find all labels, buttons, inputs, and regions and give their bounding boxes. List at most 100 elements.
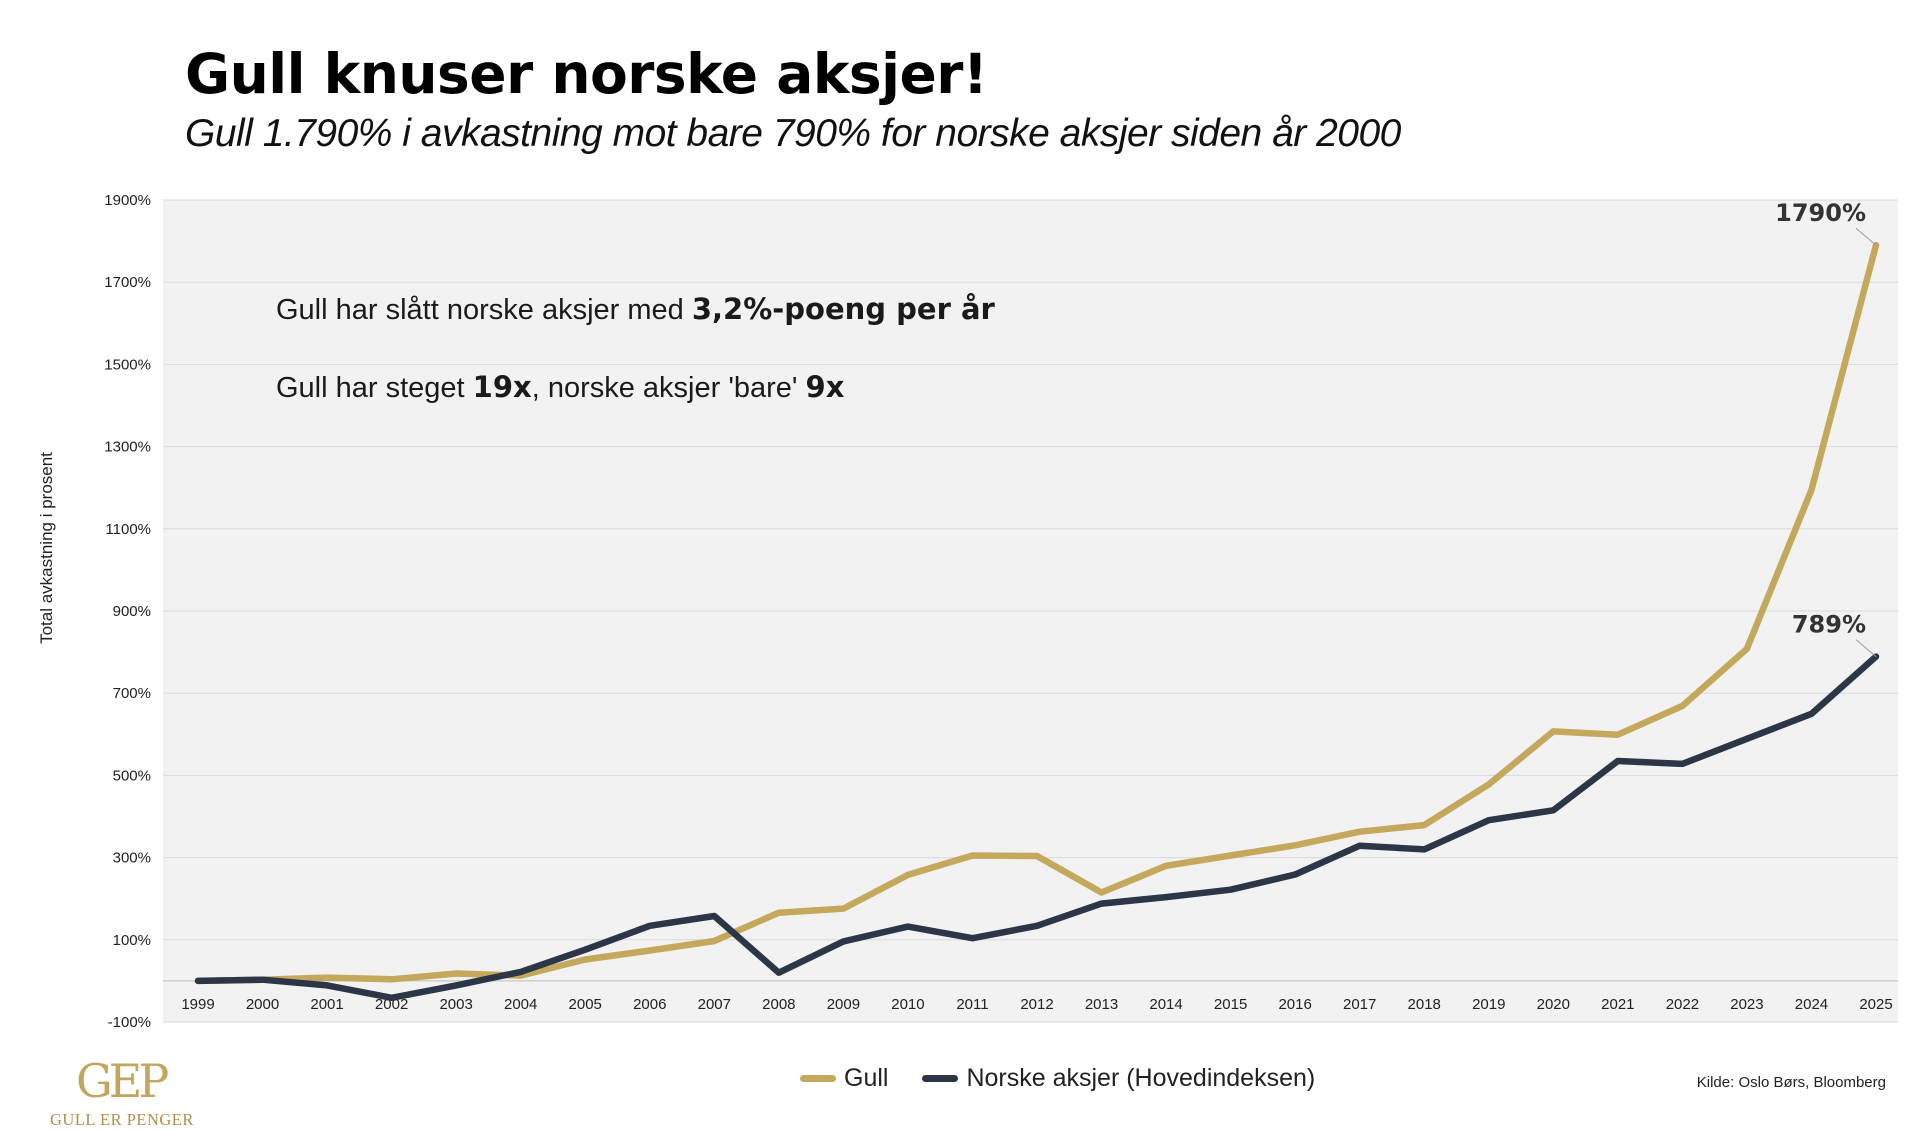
logo-mark: GEP	[76, 1054, 169, 1108]
end-label-leader	[1855, 639, 1877, 658]
data-point	[388, 976, 395, 983]
x-tick-label: 2024	[1795, 996, 1828, 1013]
data-point	[969, 935, 976, 942]
data-point	[1743, 645, 1750, 652]
y-tick-label: 100%	[113, 932, 151, 949]
x-tick-label: 2023	[1730, 996, 1763, 1013]
x-tick-label: 2017	[1343, 996, 1376, 1013]
data-point	[646, 947, 653, 954]
data-point	[1743, 735, 1750, 742]
annotation-text: , norske aksjer 'bare'	[531, 372, 806, 404]
data-point	[1485, 817, 1492, 824]
logo-text: GULL ER PENGER	[50, 1110, 194, 1129]
x-tick-label: 2001	[310, 996, 343, 1013]
x-tick-label: 2003	[439, 996, 472, 1013]
legend-label-norske-aksjer: Norske aksjer (Hovedindeksen)	[966, 1064, 1316, 1092]
x-tick-label: 2012	[1020, 996, 1053, 1013]
data-point	[1550, 728, 1557, 735]
legend-swatch-gull	[800, 1075, 836, 1082]
gridlines	[163, 199, 1898, 1023]
x-tick-label: 2025	[1859, 996, 1892, 1013]
annotation-highlight: 9x	[805, 370, 845, 404]
x-tick-label: 2002	[375, 996, 408, 1013]
data-point	[259, 976, 266, 983]
data-point	[195, 977, 201, 984]
x-axis-ticks: 1999 2000 2001 2002 2003 2004 2005 2006 2007 2008…	[181, 996, 1892, 1013]
y-tick-label: 300%	[113, 850, 151, 867]
y-tick-label: 1100%	[105, 521, 151, 538]
annotation-highlight: 19x	[472, 370, 532, 404]
data-point	[1421, 846, 1428, 853]
data-point	[1421, 822, 1428, 829]
legend-label-gull: Gull	[844, 1064, 889, 1092]
data-point	[1614, 758, 1621, 765]
end-label-gull: 1790%	[1775, 199, 1866, 227]
annotation-growth-multiple: Gull har steget 19x, norske aksjer 'bare…	[276, 370, 844, 405]
gep-logo: GEP GULL ER PENGER	[48, 1054, 218, 1129]
chart-title: Gull knuser norske aksjer!	[185, 42, 988, 106]
legend-swatch-norske-aksjer	[922, 1075, 959, 1082]
x-tick-label: 2010	[891, 996, 924, 1013]
data-point	[324, 974, 331, 981]
data-point	[969, 852, 976, 859]
x-tick-label: 2013	[1085, 996, 1118, 1013]
x-tick-label: 2018	[1408, 996, 1441, 1013]
x-tick-label: 2000	[246, 996, 279, 1013]
x-tick-label: 2015	[1214, 996, 1247, 1013]
x-tick-label: 2019	[1472, 996, 1505, 1013]
data-point	[1292, 871, 1299, 878]
data-point	[775, 909, 782, 916]
legend-item-gull: Gull	[800, 1064, 888, 1093]
data-point	[1227, 852, 1234, 859]
data-point	[646, 922, 653, 929]
data-point	[324, 982, 331, 989]
data-point	[388, 994, 395, 1001]
y-axis-ticks: -100% 100% 300% 500% 700% 900% 1100% 1300% 1500%…	[104, 192, 151, 1031]
x-tick-label: 2022	[1666, 996, 1699, 1013]
data-point	[1292, 842, 1299, 849]
data-point	[1808, 710, 1815, 717]
series-lines	[194, 241, 1880, 1002]
x-tick-label: 2009	[827, 996, 860, 1013]
data-point	[904, 923, 911, 930]
annotation-highlight: 3,2%-poeng per år	[691, 292, 995, 326]
data-point	[904, 871, 911, 878]
end-labels: 1790% 789%	[1775, 199, 1877, 658]
data-point	[1485, 781, 1492, 788]
data-point	[1356, 842, 1363, 849]
data-point	[1808, 486, 1815, 493]
data-point	[1550, 807, 1557, 814]
y-tick-label: 1700%	[104, 274, 151, 291]
data-point	[1356, 828, 1363, 835]
data-point	[1034, 922, 1040, 929]
data-point	[1098, 900, 1105, 907]
annotation-text: Gull har steget	[276, 372, 473, 404]
data-point	[1679, 702, 1686, 709]
annotation-text: Gull har slått norske aksjer med	[276, 294, 692, 326]
y-tick-label: 1300%	[104, 439, 151, 456]
x-tick-label: 2007	[698, 996, 731, 1013]
y-tick-label: 900%	[113, 603, 151, 620]
x-tick-label: 2004	[504, 996, 537, 1013]
y-tick-label: -100%	[108, 1014, 151, 1031]
x-tick-label: 2008	[762, 996, 795, 1013]
x-tick-label: 2005	[569, 996, 602, 1013]
x-tick-label: 2006	[633, 996, 666, 1013]
data-point	[1098, 889, 1105, 896]
legend: Gull Norske aksjer (Hovedindeksen)	[800, 1064, 1349, 1093]
data-point	[1227, 886, 1234, 893]
data-point	[711, 912, 718, 919]
data-point	[582, 946, 589, 953]
data-point	[453, 970, 460, 977]
end-label-leader	[1855, 227, 1877, 246]
y-tick-label: 500%	[113, 767, 151, 784]
x-tick-label: 2014	[1149, 996, 1182, 1013]
annotation-points-per-year: Gull har slått norske aksjer med 3,2%-po…	[276, 292, 995, 327]
data-point	[582, 956, 589, 963]
legend-item-norske-aksjer: Norske aksjer (Hovedindeksen)	[922, 1064, 1315, 1093]
y-tick-label: 1900%	[104, 192, 151, 209]
chart-subtitle: Gull 1.790% i avkastning mot bare 790% f…	[185, 112, 1401, 155]
x-tick-label: 2016	[1278, 996, 1311, 1013]
data-point	[1614, 731, 1621, 738]
